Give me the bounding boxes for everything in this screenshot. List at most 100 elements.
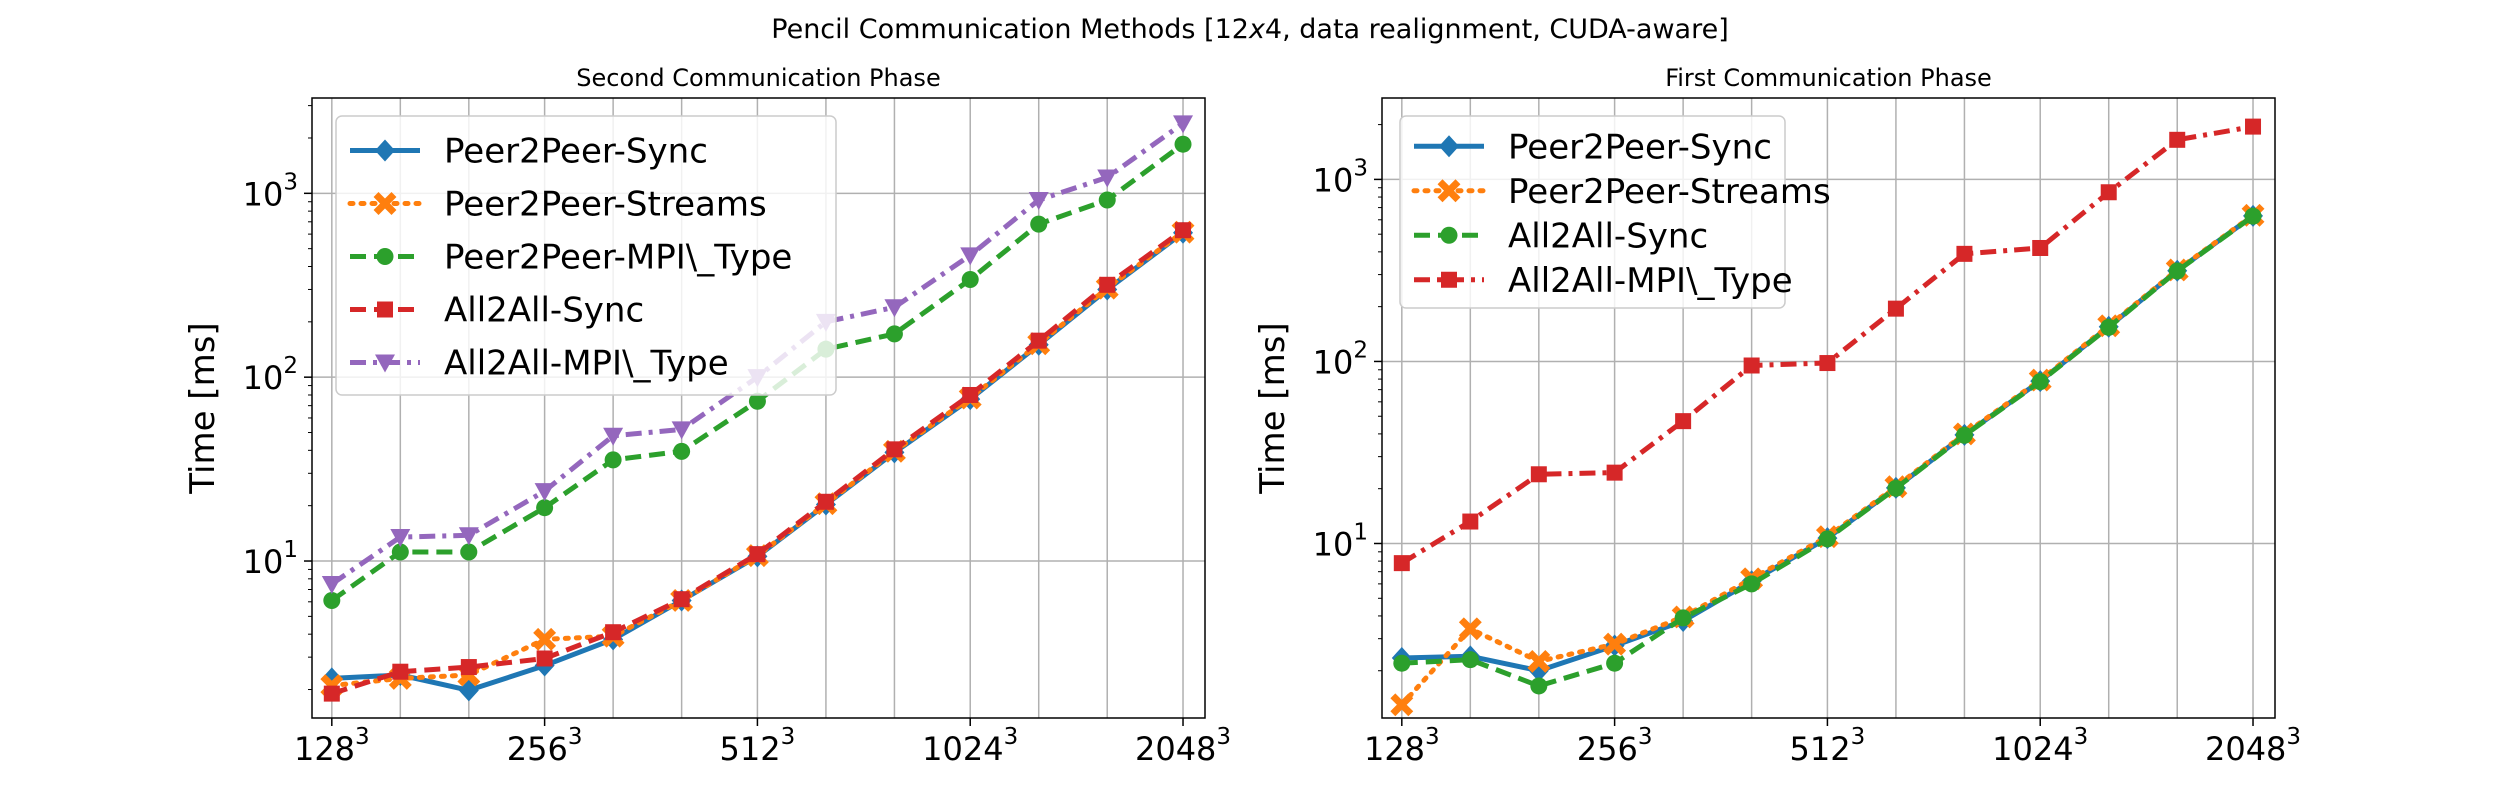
data-point bbox=[1174, 135, 1192, 153]
legend-entry-peer2peer-sync: Peer2Peer-Sync bbox=[1414, 127, 1772, 167]
x-tick-label: 5123 bbox=[1790, 724, 1866, 768]
y-tick-label: 103 bbox=[243, 169, 298, 213]
data-point bbox=[1887, 479, 1905, 497]
legend-marker bbox=[377, 301, 393, 318]
figure-title-main: Pencil Communication Methods [12 bbox=[771, 14, 1249, 45]
x-tick-label: 10243 bbox=[922, 724, 1018, 768]
x-tick-label: 2563 bbox=[507, 724, 583, 768]
data-point bbox=[604, 451, 622, 469]
data-point bbox=[534, 483, 555, 502]
legend-label: Peer2Peer-Streams bbox=[444, 185, 767, 225]
data-point bbox=[1098, 191, 1116, 209]
data-point bbox=[390, 529, 411, 548]
x-ticks: 1283 2563 5123 10243 20483 bbox=[1364, 718, 2301, 768]
legend-label: All2All-MPI\_Type bbox=[1508, 261, 1793, 301]
axes-frame bbox=[311, 97, 1206, 719]
x-tick-label: 2563 bbox=[1577, 724, 1653, 768]
data-point bbox=[1393, 555, 1410, 572]
data-point bbox=[1955, 426, 1973, 444]
data-point bbox=[460, 659, 477, 676]
legend-label: Peer2Peer-Streams bbox=[1508, 172, 1831, 212]
data-point bbox=[2032, 239, 2049, 256]
data-point bbox=[673, 442, 691, 460]
legend-entry-peer2peer-streams: Peer2Peer-Streams bbox=[347, 185, 767, 225]
series-peer2peer-mpi-type bbox=[323, 135, 1192, 609]
data-point bbox=[886, 441, 903, 458]
y-tick-label: 101 bbox=[1313, 519, 1368, 563]
data-point bbox=[1393, 654, 1411, 672]
legend-marker bbox=[1437, 179, 1461, 203]
x-tick-label: 1283 bbox=[1364, 724, 1440, 768]
y-tick-label: 101 bbox=[243, 537, 298, 581]
legend-marker bbox=[1441, 271, 1457, 288]
data-point bbox=[1819, 355, 1836, 372]
data-point bbox=[392, 663, 409, 680]
y-tick-label: 102 bbox=[1313, 337, 1368, 381]
legend-marker bbox=[373, 192, 397, 215]
data-point bbox=[1530, 466, 1547, 483]
y-tick-label: 103 bbox=[1313, 155, 1368, 199]
data-point bbox=[1606, 654, 1624, 672]
data-point bbox=[1099, 276, 1116, 293]
legend-entry-all2all-sync: All2All-Sync bbox=[350, 291, 644, 331]
legend-label: All2All-Sync bbox=[1508, 216, 1708, 256]
x-tick-label: 5123 bbox=[720, 724, 796, 768]
legend-entry-peer2peer-mpi-type: Peer2Peer-MPI\_Type bbox=[350, 238, 792, 278]
chart-first-communication-phase: 1283 2563 5123 10243 20483 101 102 103 First Com… bbox=[1253, 64, 2301, 768]
data-point bbox=[1527, 649, 1551, 673]
x-tick-label: 1283 bbox=[294, 724, 370, 768]
data-point bbox=[817, 493, 834, 510]
legend-box bbox=[1399, 115, 1786, 309]
legend-entry-all2all-mpi-type: All2All-MPI\_Type bbox=[1414, 261, 1793, 301]
y-ticks: 101 102 103 bbox=[1313, 124, 1382, 672]
legend-label: All2All-Sync bbox=[444, 291, 644, 331]
axes-frame bbox=[1381, 97, 2276, 719]
series-all2all-mpi-type bbox=[1393, 118, 2262, 572]
axes-title: Second Communication Phase bbox=[576, 64, 940, 92]
data-point bbox=[1530, 677, 1548, 695]
legend-marker bbox=[1439, 135, 1459, 158]
figure-title-italic: x bbox=[1248, 14, 1266, 45]
data-point bbox=[884, 299, 905, 318]
chart-second-communication-phase: 1283 2563 5123 10243 20483 101 102 103 Second Co… bbox=[183, 64, 1231, 768]
data-point bbox=[962, 386, 979, 403]
data-point bbox=[960, 247, 981, 266]
legend: Peer2Peer-Sync Peer2Peer-Streams Peer2Peer… bbox=[335, 115, 837, 396]
legend-label: Peer2Peer-Sync bbox=[444, 132, 708, 172]
legend-marker bbox=[376, 248, 394, 265]
x-tick-label: 20483 bbox=[2205, 724, 2301, 768]
x-tick-label: 20483 bbox=[1135, 724, 1231, 768]
legend-marker bbox=[1440, 226, 1458, 244]
data-point bbox=[323, 685, 340, 702]
legend-entry-all2all-sync: All2All-Sync bbox=[1414, 216, 1708, 256]
series-all2all-sync bbox=[323, 222, 1192, 702]
data-point bbox=[321, 575, 342, 594]
y-axis-label: Time [ms] bbox=[183, 322, 223, 494]
legend-marker bbox=[375, 354, 395, 373]
legend: Peer2Peer-Sync Peer2Peer-StreamsAll2All-S… bbox=[1399, 115, 1831, 309]
data-point bbox=[1887, 300, 1904, 317]
figure-title: Pencil Communication Methods [12x4, data… bbox=[771, 14, 1728, 45]
data-point bbox=[1030, 332, 1047, 349]
data-point bbox=[1674, 609, 1692, 627]
data-point bbox=[460, 543, 478, 561]
y-ticks: 101 102 103 bbox=[243, 105, 312, 691]
data-point bbox=[2100, 184, 2117, 201]
data-point bbox=[885, 325, 903, 343]
legend-label: Peer2Peer-MPI\_Type bbox=[444, 238, 792, 278]
legend-entry-all2all-mpi-type: All2All-MPI\_Type bbox=[350, 344, 729, 384]
legend-label: All2All-MPI\_Type bbox=[444, 344, 729, 384]
data-point bbox=[2245, 118, 2262, 135]
data-point bbox=[1173, 115, 1194, 134]
data-point bbox=[1390, 693, 1414, 717]
data-point bbox=[1458, 617, 1482, 641]
data-point bbox=[2100, 318, 2118, 336]
axes-title: First Communication Phase bbox=[1665, 64, 1992, 92]
data-point bbox=[458, 527, 479, 546]
legend-label: Peer2Peer-Sync bbox=[1508, 127, 1772, 167]
data-point bbox=[961, 270, 979, 288]
data-point bbox=[323, 591, 341, 609]
series-all2all-sync bbox=[1393, 207, 2262, 695]
data-point bbox=[536, 499, 554, 517]
legend-entry-peer2peer-sync: Peer2Peer-Sync bbox=[350, 132, 708, 172]
